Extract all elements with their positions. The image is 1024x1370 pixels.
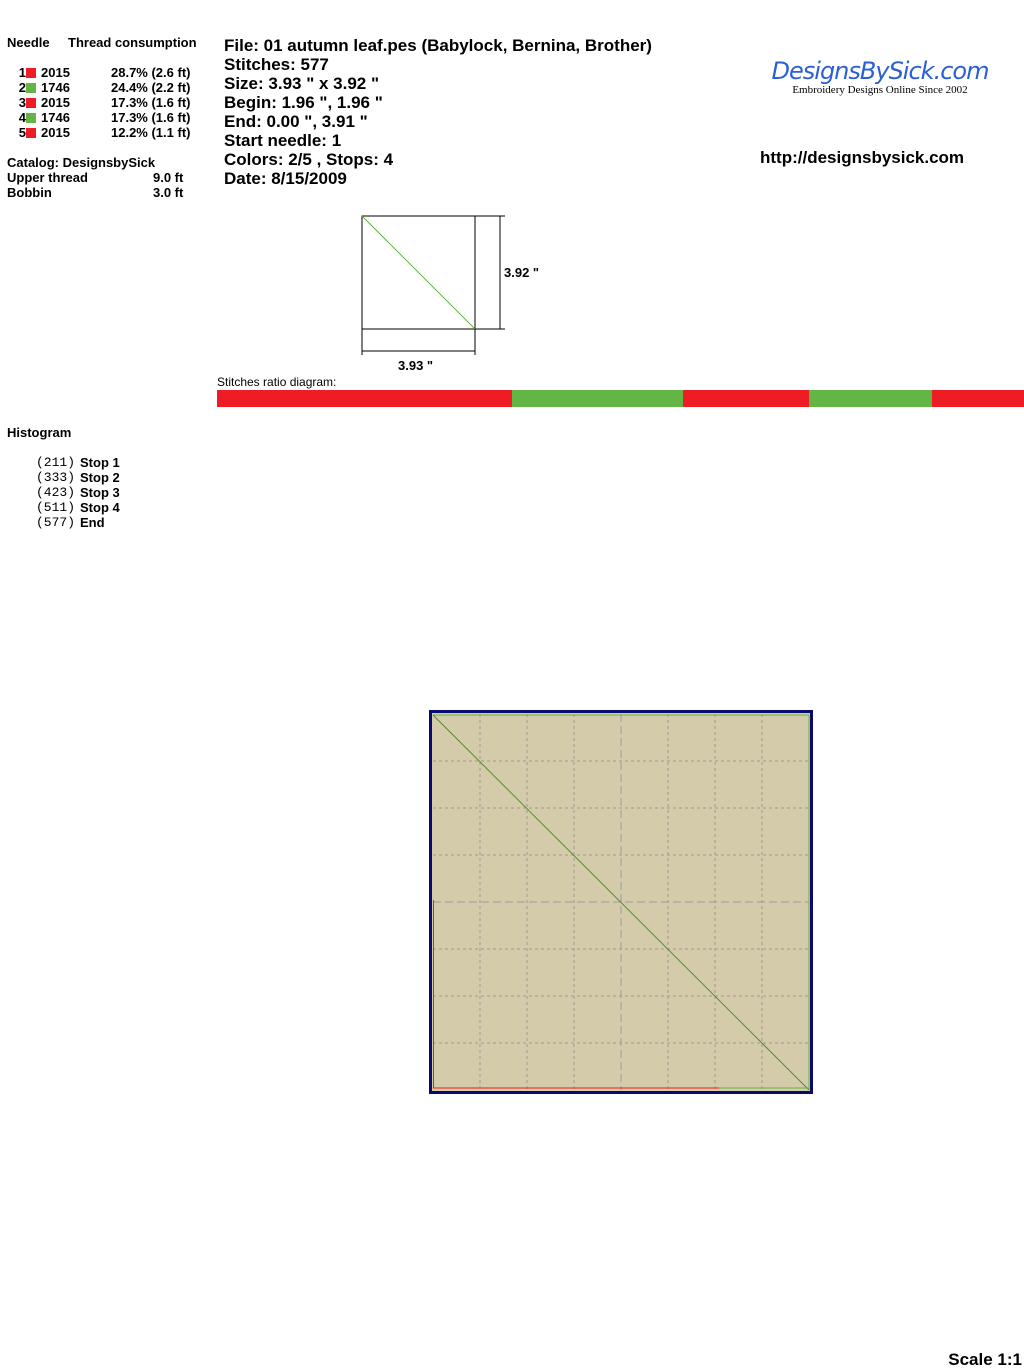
thread-consumption-header: Thread consumption bbox=[68, 35, 197, 50]
histogram-row: (333) Stop 2 bbox=[36, 470, 176, 485]
ratio-segment bbox=[682, 390, 809, 407]
needle-number: 3 bbox=[18, 95, 26, 110]
thread-consumption: 17.3% (1.6 ft) bbox=[111, 95, 191, 110]
histogram-count: (211) bbox=[36, 455, 76, 470]
thread-code: 2015 bbox=[41, 95, 70, 110]
stitch-line bbox=[432, 714, 810, 1091]
needle-number: 1 bbox=[18, 65, 26, 80]
color-swatch bbox=[26, 112, 36, 123]
date: Date: 8/15/2009 bbox=[224, 169, 347, 188]
ratio-segment bbox=[217, 390, 513, 407]
size-diagram bbox=[361, 215, 505, 355]
colors-stops: Colors: 2/5 , Stops: 4 bbox=[224, 150, 394, 169]
scale: Scale 1:1 bbox=[948, 1350, 1022, 1369]
design-preview-line bbox=[361, 215, 476, 330]
thread-code: 2015 bbox=[41, 65, 70, 80]
file-name: File: 01 autumn leaf.pes (Babylock, Bern… bbox=[224, 36, 652, 55]
logo-tagline: Embroidery Designs Online Since 2002 bbox=[792, 84, 968, 96]
end: End: 0.00 ", 3.91 " bbox=[224, 112, 368, 131]
thread-code: 1746 bbox=[41, 110, 70, 125]
start-needle: Start needle: 1 bbox=[224, 131, 342, 150]
histogram-count: (511) bbox=[36, 500, 76, 515]
color-swatch bbox=[26, 97, 36, 108]
histogram-row: (577) End bbox=[36, 515, 176, 530]
size: Size: 3.93 " x 3.92 " bbox=[224, 74, 380, 93]
logo-text: DesignsBySick.com bbox=[771, 57, 990, 85]
histogram-count: (423) bbox=[36, 485, 76, 500]
color-swatch bbox=[26, 67, 36, 78]
thread-consumption: 28.7% (2.6 ft) bbox=[111, 65, 191, 80]
needle-row: 1 2015 28.7% (2.6 ft) bbox=[7, 65, 212, 80]
needle-header: Needle bbox=[7, 35, 50, 50]
thread-consumption: 17.3% (1.6 ft) bbox=[111, 110, 191, 125]
catalog: Catalog: DesignsbySick bbox=[7, 155, 156, 170]
histogram-label: End bbox=[80, 515, 105, 530]
histogram-title: Histogram bbox=[7, 425, 72, 440]
stitch-count: Stitches: 577 bbox=[224, 55, 329, 74]
thread-code: 2015 bbox=[41, 125, 70, 140]
histogram-row: (511) Stop 4 bbox=[36, 500, 176, 515]
histogram-label: Stop 3 bbox=[80, 485, 120, 500]
histogram-row: (423) Stop 3 bbox=[36, 485, 176, 500]
needle-number: 4 bbox=[18, 110, 26, 125]
design-canvas bbox=[429, 710, 813, 1094]
upper-thread-value: 9.0 ft bbox=[153, 170, 184, 185]
width-label: 3.93 " bbox=[398, 358, 434, 373]
thread-consumption: 12.2% (1.1 ft) bbox=[111, 125, 191, 140]
needle-number: 2 bbox=[18, 80, 26, 95]
ratio-segment bbox=[512, 390, 683, 407]
website-url: http://designsbysick.com bbox=[760, 148, 965, 167]
needle-row: 2 1746 24.4% (2.2 ft) bbox=[7, 80, 212, 95]
histogram-count: (333) bbox=[36, 470, 76, 485]
needle-row: 4 1746 17.3% (1.6 ft) bbox=[7, 110, 212, 125]
logo: DesignsBySick.com Embroidery Designs Onl… bbox=[745, 58, 1015, 97]
bobbin-value: 3.0 ft bbox=[153, 185, 184, 200]
height-label: 3.92 " bbox=[504, 265, 540, 280]
histogram-count: (577) bbox=[36, 515, 76, 530]
begin: Begin: 1.96 ", 1.96 " bbox=[224, 93, 383, 112]
design-info: File: 01 autumn leaf.pes (Babylock, Bern… bbox=[224, 36, 652, 188]
needle-list: 1 2015 28.7% (2.6 ft) 2 1746 24.4% (2.2 … bbox=[7, 65, 212, 140]
histogram-label: Stop 1 bbox=[80, 455, 120, 470]
needle-row: 3 2015 17.3% (1.6 ft) bbox=[7, 95, 212, 110]
thread-code: 1746 bbox=[41, 80, 70, 95]
ratio-segment bbox=[808, 390, 932, 407]
thread-consumption: 24.4% (2.2 ft) bbox=[111, 80, 191, 95]
ratio-segment bbox=[931, 390, 1024, 407]
design-outline bbox=[361, 215, 476, 330]
upper-thread-label: Upper thread bbox=[7, 170, 88, 185]
histogram-row: (211) Stop 1 bbox=[36, 455, 176, 470]
color-swatch bbox=[26, 127, 36, 138]
needle-row: 5 2015 12.2% (1.1 ft) bbox=[7, 125, 212, 140]
color-swatch bbox=[26, 82, 36, 93]
bobbin-label: Bobbin bbox=[7, 185, 52, 200]
histogram-list: (211) Stop 1 (333) Stop 2 (423) Stop 3 (… bbox=[36, 455, 176, 530]
ratio-label: Stitches ratio diagram: bbox=[217, 375, 337, 389]
histogram-label: Stop 4 bbox=[80, 500, 120, 515]
histogram-label: Stop 2 bbox=[80, 470, 120, 485]
needle-number: 5 bbox=[18, 125, 26, 140]
stitches-ratio-bar bbox=[217, 390, 1024, 407]
